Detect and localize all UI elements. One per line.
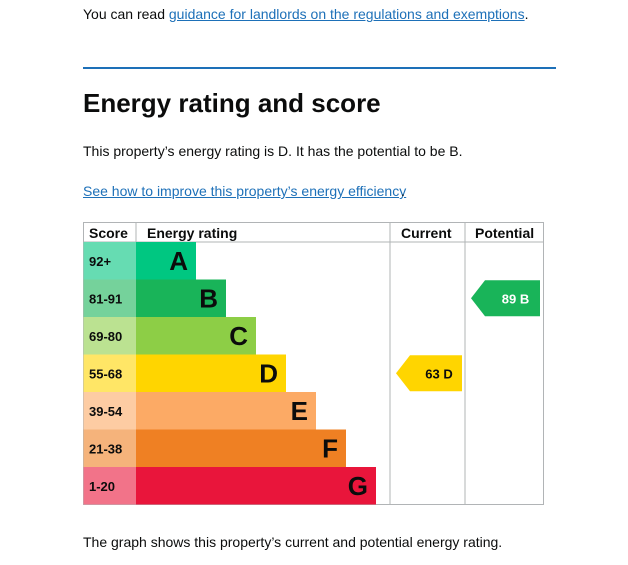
potential-marker (471, 280, 540, 317)
graph-caption: The graph shows this property’s current … (83, 534, 503, 550)
score-range-a: 92+ (89, 254, 111, 269)
improve-efficiency-link[interactable]: See how to improve this property’s energ… (83, 182, 406, 200)
current-column-header: Current (401, 225, 452, 241)
band-bar-e (136, 392, 316, 430)
rating-summary: This property’s energy rating is D. It h… (83, 143, 463, 159)
energy-rating-graph: Score Energy rating Current Potential 92… (83, 222, 544, 505)
band-letter-d: D (259, 358, 278, 388)
potential-column-header: Potential (475, 225, 534, 241)
improve-link-text[interactable]: See how to improve this property’s energ… (83, 183, 407, 199)
intro-prefix: You can read (83, 6, 169, 22)
score-cell-c (83, 317, 136, 355)
band-bar-c (136, 317, 256, 355)
score-range-d: 55-68 (89, 366, 122, 381)
current-rating-label: 63 D (425, 366, 452, 381)
current-marker (396, 355, 462, 392)
band-letter-g: G (348, 471, 368, 501)
score-range-f: 21-38 (89, 441, 122, 456)
band-letter-b: B (199, 283, 218, 313)
band-bar-g (136, 467, 376, 505)
band-bar-a (136, 242, 196, 280)
score-range-b: 81-91 (89, 291, 122, 306)
band-letter-c: C (229, 321, 248, 351)
score-range-c: 69-80 (89, 329, 122, 344)
rating-markers: 63 D 89 B (396, 280, 540, 392)
score-range-e: 39-54 (89, 404, 123, 419)
band-letter-f: F (322, 433, 338, 463)
section-divider (83, 67, 556, 69)
landlord-guidance-link[interactable]: guidance for landlords on the regulation… (168, 6, 525, 22)
score-cell-f (83, 429, 136, 467)
band-letter-e: E (291, 396, 308, 426)
band-letter-a: A (169, 246, 188, 276)
band-bar-f (136, 429, 346, 467)
score-cell-e (83, 392, 136, 430)
score-cell-g (83, 467, 136, 505)
band-bar-d (136, 354, 286, 392)
score-range-g: 1-20 (89, 479, 115, 494)
intro-suffix: . (524, 6, 529, 22)
score-cell-a (83, 242, 136, 280)
energy-rating-column-header: Energy rating (147, 225, 237, 241)
rating-bands: 92+ A 81-91 B 69-80 C 55-68 D 39-54 E 21-38 F 1-20 G (83, 242, 376, 505)
score-cell-d (83, 354, 136, 392)
section-heading: Energy rating and score (83, 88, 381, 118)
score-cell-b (83, 279, 136, 317)
band-bar-b (136, 279, 226, 317)
potential-rating-label: 89 B (502, 291, 529, 306)
improve-link-suffix: . (401, 183, 405, 199)
intro-text: You can read guidance for landlords on t… (83, 5, 528, 23)
score-column-header: Score (89, 225, 128, 241)
